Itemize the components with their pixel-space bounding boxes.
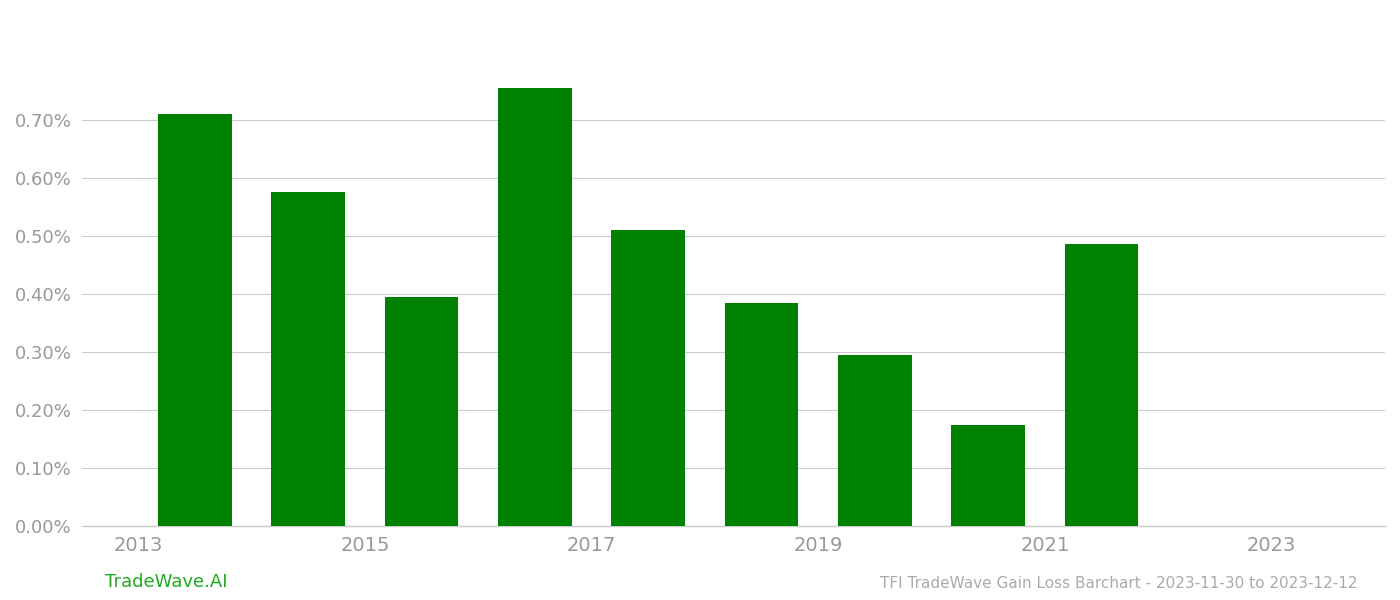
Text: TFI TradeWave Gain Loss Barchart - 2023-11-30 to 2023-12-12: TFI TradeWave Gain Loss Barchart - 2023-… bbox=[881, 576, 1358, 591]
Bar bbox=[952, 425, 1025, 526]
Bar bbox=[272, 192, 346, 526]
Text: TradeWave.AI: TradeWave.AI bbox=[105, 573, 227, 591]
Bar bbox=[158, 114, 232, 526]
Bar bbox=[1065, 244, 1138, 526]
Bar bbox=[498, 88, 571, 526]
Bar bbox=[839, 355, 911, 526]
Bar bbox=[725, 302, 798, 526]
Bar bbox=[612, 230, 685, 526]
Bar bbox=[385, 297, 458, 526]
